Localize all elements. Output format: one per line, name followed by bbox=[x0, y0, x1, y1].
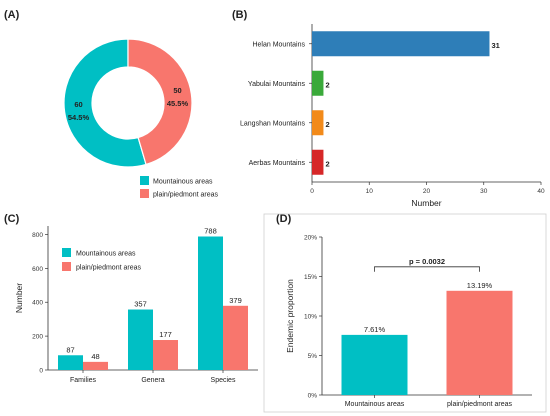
legend-swatch bbox=[140, 176, 149, 185]
bar-value-label: 7.61% bbox=[364, 325, 386, 334]
bar-value-label: 31 bbox=[491, 41, 499, 50]
y-tick-label: 400 bbox=[32, 300, 43, 307]
y-tick-label: 20% bbox=[304, 235, 317, 242]
panel-d-frame bbox=[263, 213, 547, 413]
bar-value-label: 13.19% bbox=[467, 281, 493, 290]
donut-slice-2 bbox=[127, 38, 193, 166]
legend-label: Mountainous areas bbox=[153, 179, 213, 186]
x-tick-label: 0 bbox=[310, 188, 314, 195]
bar-value-label: 177 bbox=[159, 330, 172, 339]
panel-label-a: (A) bbox=[4, 9, 20, 21]
bar bbox=[341, 334, 408, 395]
slice-percent-label: 45.5% bbox=[167, 99, 189, 108]
bar bbox=[312, 149, 324, 175]
panel-label-b: (B) bbox=[232, 9, 248, 21]
bar-value-label: 2 bbox=[325, 80, 329, 89]
y-axis-title: Endemic proportion bbox=[285, 279, 295, 353]
y-axis-title: Number bbox=[14, 283, 24, 313]
x-tick-label: 40 bbox=[537, 188, 545, 195]
bar bbox=[198, 236, 223, 370]
y-category-label: Yabulai Mountains bbox=[248, 81, 306, 88]
legend-swatch bbox=[140, 189, 149, 198]
y-tick-label: 600 bbox=[32, 266, 43, 273]
y-tick-label: 800 bbox=[32, 232, 43, 239]
bar bbox=[83, 361, 108, 370]
y-category-label: Langshan Mountains bbox=[240, 120, 305, 127]
y-tick-label: 0 bbox=[39, 368, 43, 375]
panel-label-c: (C) bbox=[4, 213, 20, 225]
slice-value-label: 60 bbox=[74, 100, 82, 109]
panel-d-bar-chart: 0% 5% 10% 15% 20% Endemic proportion 7.61% Moun… bbox=[285, 235, 532, 408]
y-tick-label: 0% bbox=[308, 393, 318, 400]
x-category-label: Mountainous areas bbox=[345, 401, 405, 408]
bar bbox=[153, 340, 178, 370]
x-category-label: Genera bbox=[141, 377, 164, 384]
bar-value-label: 788 bbox=[204, 227, 217, 236]
bar bbox=[312, 70, 324, 96]
significance-label: p = 0.0032 bbox=[409, 257, 445, 266]
y-tick-label: 200 bbox=[32, 334, 43, 341]
bar-value-label: 357 bbox=[134, 300, 147, 309]
slice-value-label: 50 bbox=[173, 86, 181, 95]
panel-c-grouped-bar-chart: 0 200 400 600 800 Number 87 48 Families 357 177 Gen… bbox=[14, 226, 258, 384]
legend-label: plain/piedmont areas bbox=[153, 192, 218, 199]
legend-label: plain/piedmont areas bbox=[76, 265, 141, 272]
panel-label-d: (D) bbox=[276, 213, 292, 225]
bar-value-label: 379 bbox=[229, 296, 242, 305]
x-axis-title: Number bbox=[411, 198, 441, 208]
slice-percent-label: 54.5% bbox=[68, 113, 90, 122]
bar bbox=[223, 305, 248, 370]
y-category-label: Helan Mountains bbox=[252, 41, 305, 48]
bar bbox=[312, 31, 490, 57]
donut-slice-1 bbox=[63, 38, 147, 168]
bar-value-label: 2 bbox=[325, 120, 329, 129]
bar bbox=[312, 110, 324, 136]
x-category-label: Families bbox=[70, 377, 97, 384]
x-tick-label: 10 bbox=[366, 188, 374, 195]
bar-value-label: 87 bbox=[66, 345, 74, 354]
legend-swatch bbox=[62, 248, 71, 257]
panel-b-horizontal-bar-chart: 0 10 20 30 40 31 Helan Mountains 2 Yabulai Mount… bbox=[240, 24, 545, 208]
legend-swatch bbox=[62, 262, 71, 271]
y-tick-label: 10% bbox=[304, 314, 317, 321]
x-tick-label: 20 bbox=[423, 188, 431, 195]
y-tick-label: 15% bbox=[304, 274, 317, 281]
y-tick-label: 5% bbox=[308, 353, 318, 360]
x-tick-label: 30 bbox=[480, 188, 488, 195]
panel-a-donut-chart: 60 54.5% 50 45.5% Mountainous areas plain/pie… bbox=[63, 38, 218, 199]
bar bbox=[446, 290, 513, 395]
x-category-label: plain/piedmont areas bbox=[447, 401, 512, 408]
y-category-label: Aerbas Mountains bbox=[249, 160, 306, 167]
legend-label: Mountainous areas bbox=[76, 251, 136, 258]
bar bbox=[128, 309, 153, 370]
x-category-label: Species bbox=[211, 377, 236, 384]
bar-value-label: 2 bbox=[325, 159, 329, 168]
significance-bracket bbox=[374, 266, 480, 272]
bar-value-label: 48 bbox=[91, 352, 99, 361]
bar bbox=[58, 355, 83, 370]
